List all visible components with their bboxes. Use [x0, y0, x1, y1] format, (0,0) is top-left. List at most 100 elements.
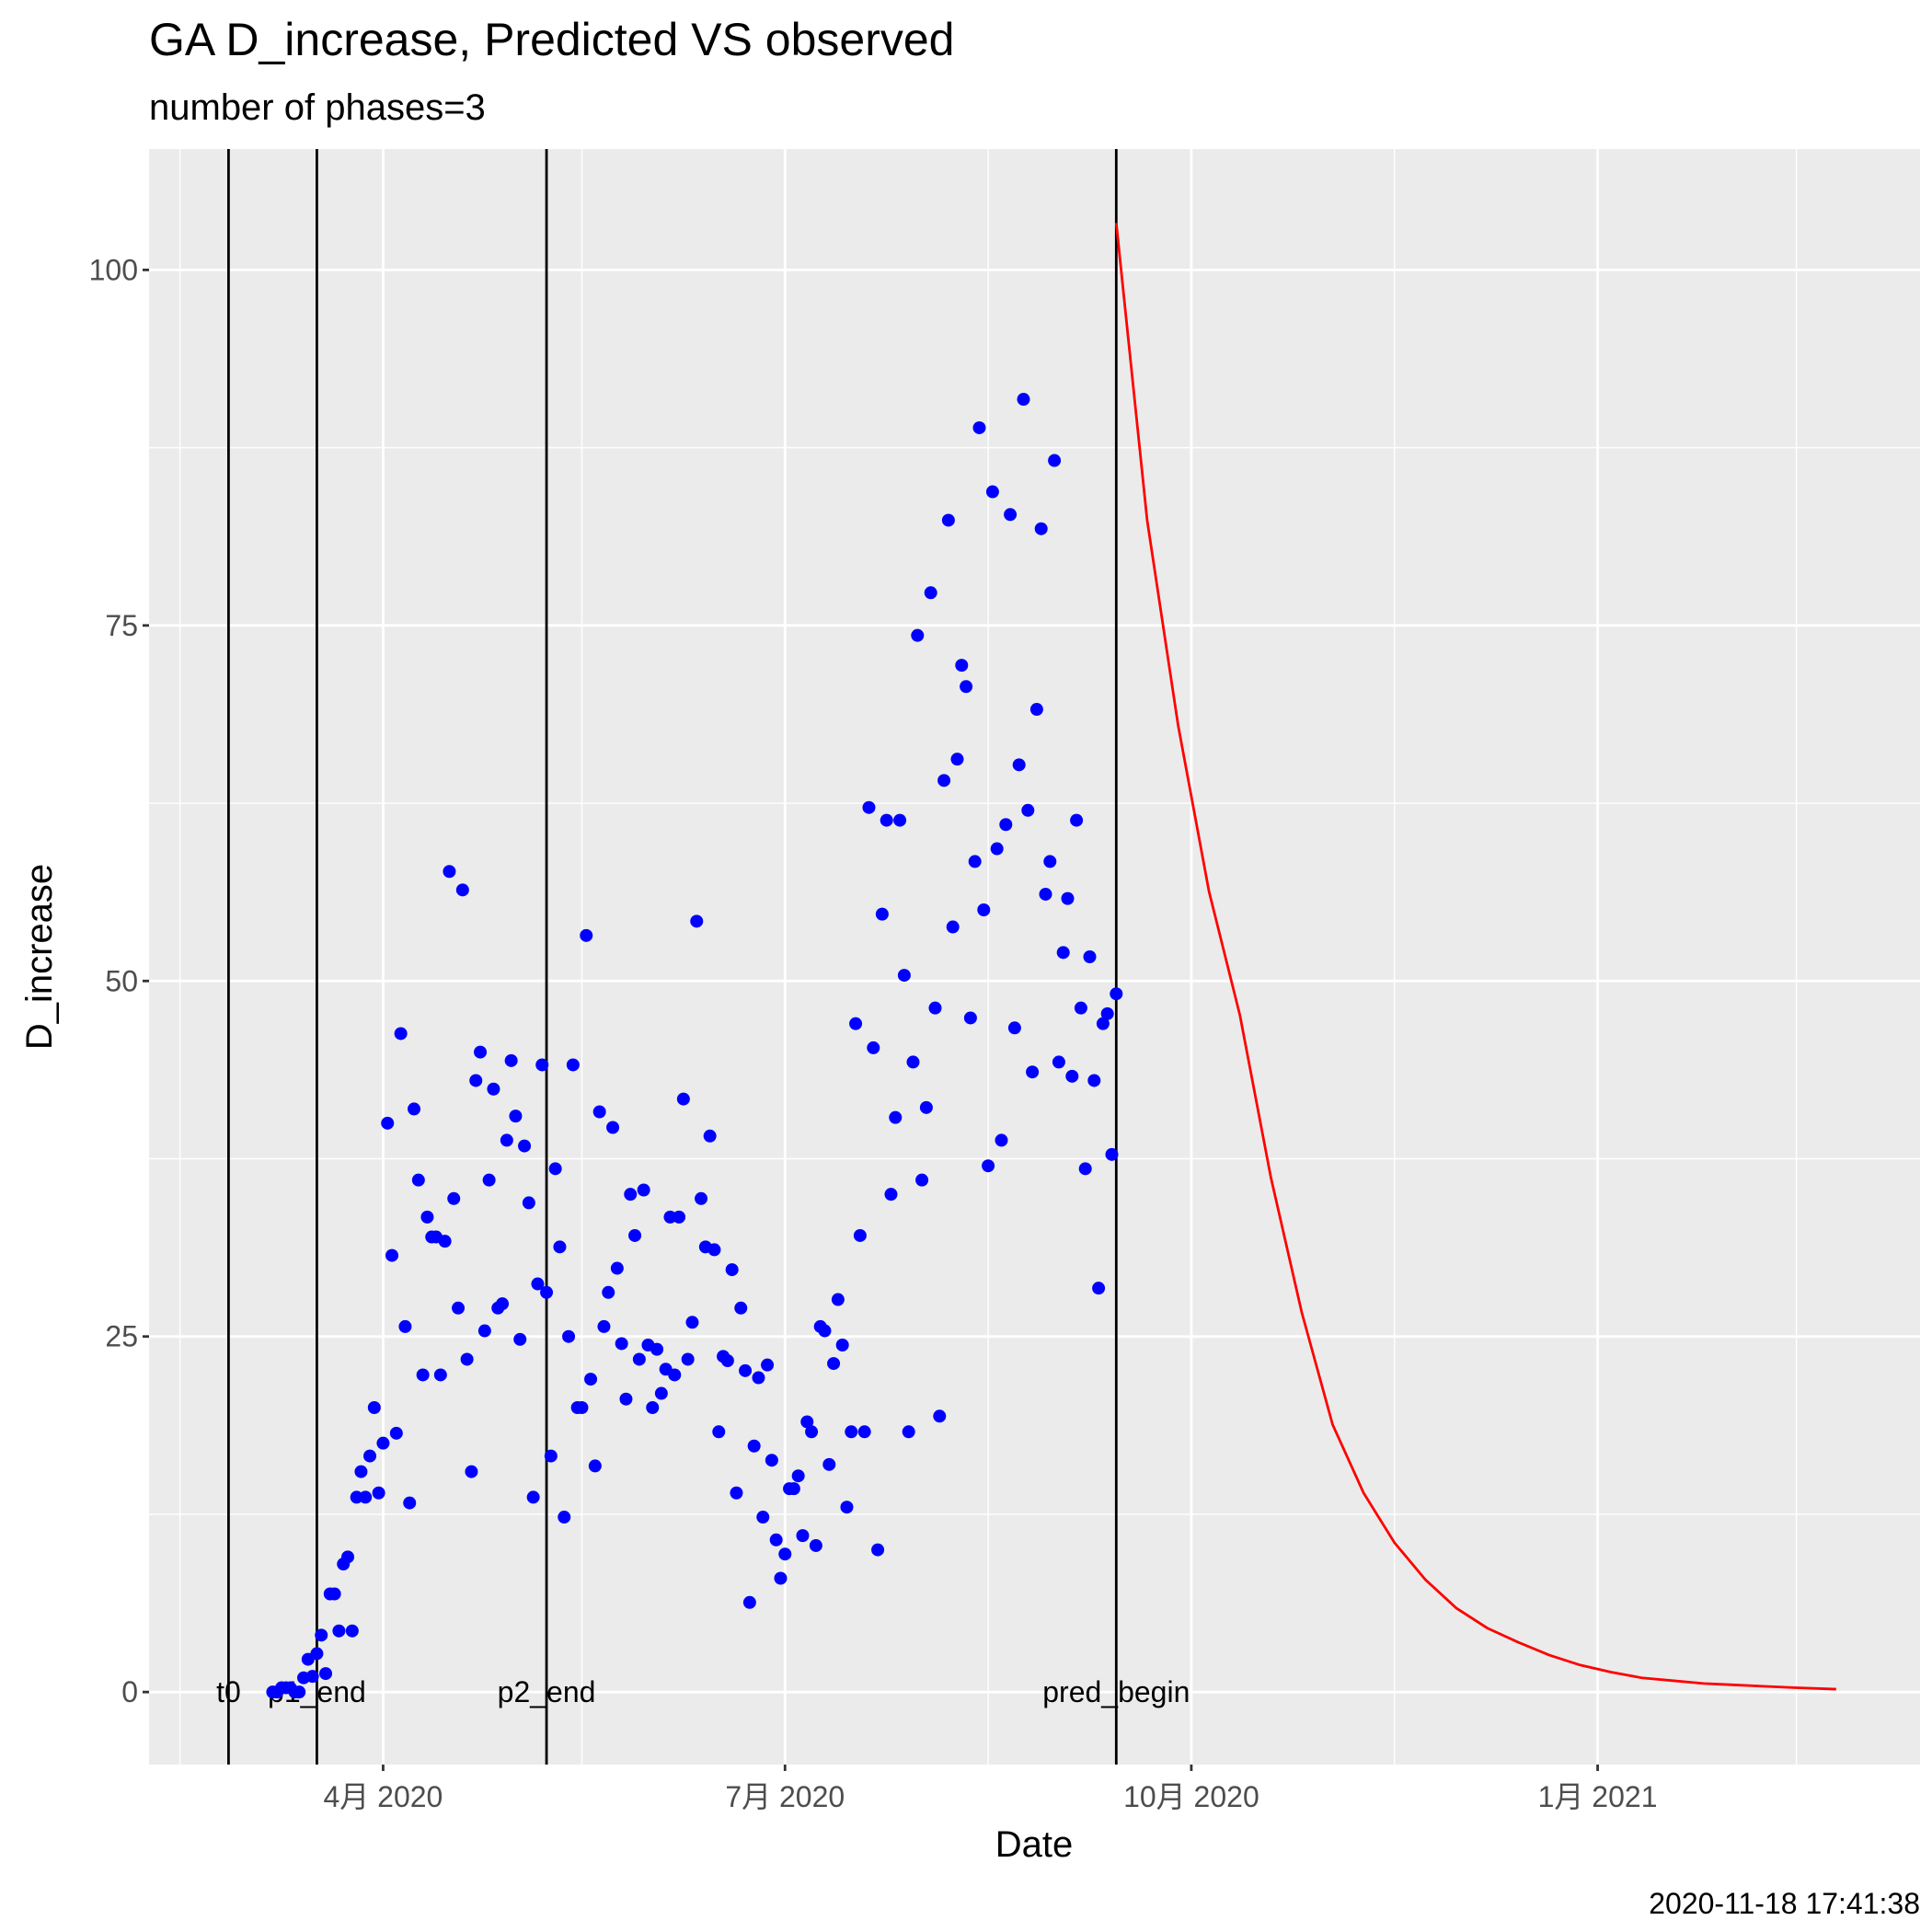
data-point	[937, 774, 951, 788]
data-point	[919, 1100, 933, 1114]
data-point	[420, 1210, 434, 1224]
data-point	[924, 586, 937, 600]
data-point	[341, 1550, 355, 1564]
y-tick-label: 25	[105, 1320, 138, 1353]
data-point	[800, 1415, 814, 1429]
data-point	[305, 1670, 319, 1684]
data-point	[1021, 803, 1035, 817]
data-point	[999, 818, 1013, 832]
data-point	[1070, 813, 1084, 827]
data-point	[1052, 1055, 1065, 1069]
prediction-line	[1114, 223, 1836, 1691]
data-point	[1026, 1065, 1040, 1079]
data-point	[695, 1191, 708, 1205]
y-tick-label: 100	[89, 253, 138, 286]
data-point	[663, 1210, 677, 1224]
data-point	[566, 1058, 580, 1072]
data-point	[637, 1183, 650, 1197]
data-point	[840, 1501, 854, 1514]
data-point	[1092, 1282, 1106, 1295]
data-point	[1074, 1001, 1087, 1015]
data-point	[553, 1240, 567, 1254]
phase-label: pred_begin	[1042, 1675, 1190, 1708]
data-point	[315, 1628, 328, 1642]
data-point	[990, 842, 1004, 856]
data-point	[685, 1316, 699, 1329]
data-point	[681, 1352, 695, 1366]
x-tick-label: 1月 2021	[1538, 1780, 1658, 1813]
data-point	[752, 1371, 765, 1385]
chart-subtitle: number of phases=3	[149, 87, 486, 128]
data-point	[408, 1102, 421, 1116]
data-point	[363, 1449, 377, 1463]
data-point	[654, 1386, 668, 1400]
data-point	[1078, 1162, 1092, 1176]
data-point	[1110, 987, 1123, 1001]
data-point	[950, 753, 964, 766]
data-point	[884, 1188, 898, 1202]
data-point	[389, 1426, 403, 1440]
data-point	[487, 1082, 500, 1096]
data-point	[385, 1248, 399, 1262]
data-point	[960, 680, 973, 694]
data-point	[827, 1357, 841, 1371]
data-point	[535, 1058, 549, 1072]
data-point	[1096, 1017, 1110, 1030]
data-point	[673, 1210, 686, 1224]
data-point	[995, 1133, 1008, 1147]
data-point	[443, 865, 456, 879]
data-point	[1043, 855, 1057, 868]
data-point	[482, 1173, 496, 1187]
phase-label: p2_end	[498, 1675, 596, 1708]
data-point	[1034, 522, 1048, 535]
data-point	[610, 1261, 624, 1275]
data-point	[624, 1188, 638, 1202]
data-point	[584, 1373, 598, 1386]
data-point	[544, 1449, 558, 1463]
data-point	[707, 1243, 721, 1257]
data-point	[592, 1105, 606, 1119]
data-point	[915, 1173, 929, 1187]
data-point	[1004, 508, 1018, 522]
data-point	[787, 1482, 800, 1496]
data-point	[500, 1133, 513, 1147]
data-point	[761, 1358, 775, 1372]
data-point	[1083, 950, 1097, 963]
x-tick-label: 4月 2020	[323, 1780, 443, 1813]
data-point	[615, 1337, 628, 1351]
data-point	[676, 1092, 690, 1106]
data-point	[558, 1511, 571, 1524]
data-point	[646, 1401, 660, 1415]
data-point	[822, 1457, 836, 1471]
y-tick-label: 75	[105, 609, 138, 642]
data-point	[791, 1469, 805, 1483]
data-point	[562, 1329, 576, 1343]
data-point	[985, 485, 999, 499]
data-point	[889, 1110, 903, 1124]
data-point	[1056, 946, 1070, 960]
data-point	[1039, 887, 1052, 901]
data-point	[968, 855, 982, 868]
data-point	[668, 1368, 682, 1382]
data-point	[742, 1595, 756, 1609]
data-point	[522, 1196, 535, 1210]
data-point	[809, 1538, 822, 1552]
data-point	[504, 1053, 518, 1067]
data-point	[433, 1368, 447, 1382]
data-point	[720, 1354, 734, 1367]
data-point	[381, 1116, 395, 1130]
data-point	[606, 1121, 620, 1134]
data-point	[455, 883, 469, 897]
data-point	[319, 1667, 333, 1681]
data-point	[977, 903, 991, 916]
data-point	[880, 813, 893, 827]
data-point	[849, 1017, 863, 1030]
data-point	[867, 1041, 880, 1054]
data-point	[411, 1173, 425, 1187]
data-point	[941, 513, 955, 527]
data-point	[328, 1587, 341, 1601]
data-point	[394, 1027, 408, 1041]
data-point	[513, 1332, 527, 1346]
data-point	[769, 1533, 783, 1547]
